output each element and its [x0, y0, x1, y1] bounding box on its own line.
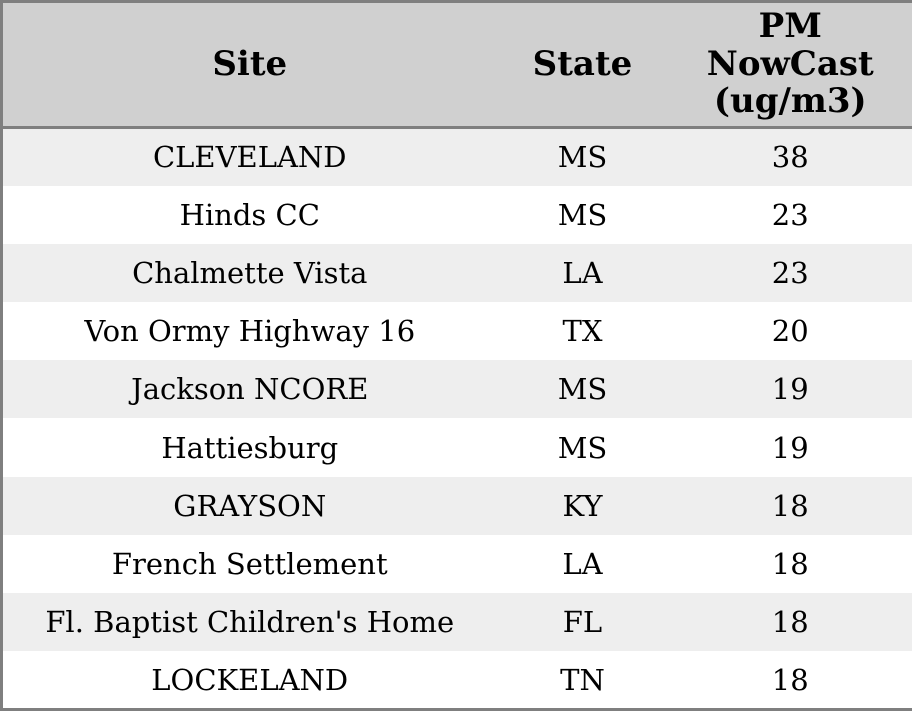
header-row: Site State PM NowCast (ug/m3) — [1, 1, 912, 129]
site-cell: Jackson NCORE — [131, 372, 369, 407]
table-row: Von Ormy Highway 16 TX 20 — [1, 302, 912, 361]
column-header-site-label: Site — [212, 43, 288, 84]
pm-nowcast-cell: 18 — [771, 488, 809, 523]
state-cell: LA — [562, 546, 603, 581]
state-cell: FL — [562, 605, 603, 640]
state-cell: MS — [557, 197, 608, 232]
pm-nowcast-cell: 23 — [771, 255, 809, 290]
table-row: Hattiesburg MS 19 — [1, 418, 912, 477]
table-row: Hinds CC MS 23 — [1, 185, 912, 244]
pm-nowcast-cell: 38 — [771, 140, 809, 175]
pm-nowcast-cell: 19 — [771, 430, 809, 465]
column-header-state: State — [496, 1, 669, 129]
column-header-site: Site — [1, 1, 497, 129]
pm-nowcast-cell: 18 — [771, 546, 809, 581]
state-cell: TX — [562, 314, 603, 349]
pm-nowcast-cell: 18 — [771, 662, 809, 697]
site-cell: LOCKELAND — [151, 662, 349, 697]
table-row: CLEVELAND MS 38 — [1, 127, 912, 186]
site-cell: CLEVELAND — [152, 140, 347, 175]
site-cell: Chalmette Vista — [132, 255, 368, 290]
column-header-pm-nowcast-label: PM NowCast (ug/m3) — [706, 6, 874, 122]
site-cell: Fl. Baptist Children's Home — [45, 605, 455, 640]
site-cell: French Settlement — [111, 546, 388, 581]
state-cell: MS — [557, 430, 608, 465]
site-cell: Hattiesburg — [161, 430, 339, 465]
site-cell: Hinds CC — [179, 197, 320, 232]
pm-nowcast-cell: 19 — [771, 372, 809, 407]
table-row: Jackson NCORE MS 19 — [1, 360, 912, 419]
table-header: Site State PM NowCast (ug/m3) — [1, 1, 912, 129]
column-header-state-label: State — [532, 43, 633, 84]
table-body: CLEVELAND MS 38 Hinds CC MS 23 Chalmette… — [1, 127, 912, 710]
site-cell: Von Ormy Highway 16 — [84, 314, 416, 349]
site-cell: GRAYSON — [173, 488, 327, 523]
state-cell: MS — [557, 140, 608, 175]
table-row: Chalmette Vista LA 23 — [1, 243, 912, 303]
state-cell: MS — [557, 372, 608, 407]
pm-nowcast-cell: 20 — [771, 314, 809, 349]
table-row: LOCKELAND TN 18 — [1, 651, 912, 710]
pm-nowcast-cell: 18 — [771, 605, 809, 640]
table-row: French Settlement LA 18 — [1, 534, 912, 593]
state-cell: LA — [562, 255, 603, 290]
column-header-pm-nowcast: PM NowCast (ug/m3) — [668, 1, 912, 129]
table-row: Fl. Baptist Children's Home FL 18 — [1, 593, 912, 652]
pm-nowcast-cell: 23 — [771, 197, 809, 232]
state-cell: TN — [560, 662, 605, 697]
table-row: GRAYSON KY 18 — [1, 476, 912, 535]
state-cell: KY — [562, 488, 603, 523]
